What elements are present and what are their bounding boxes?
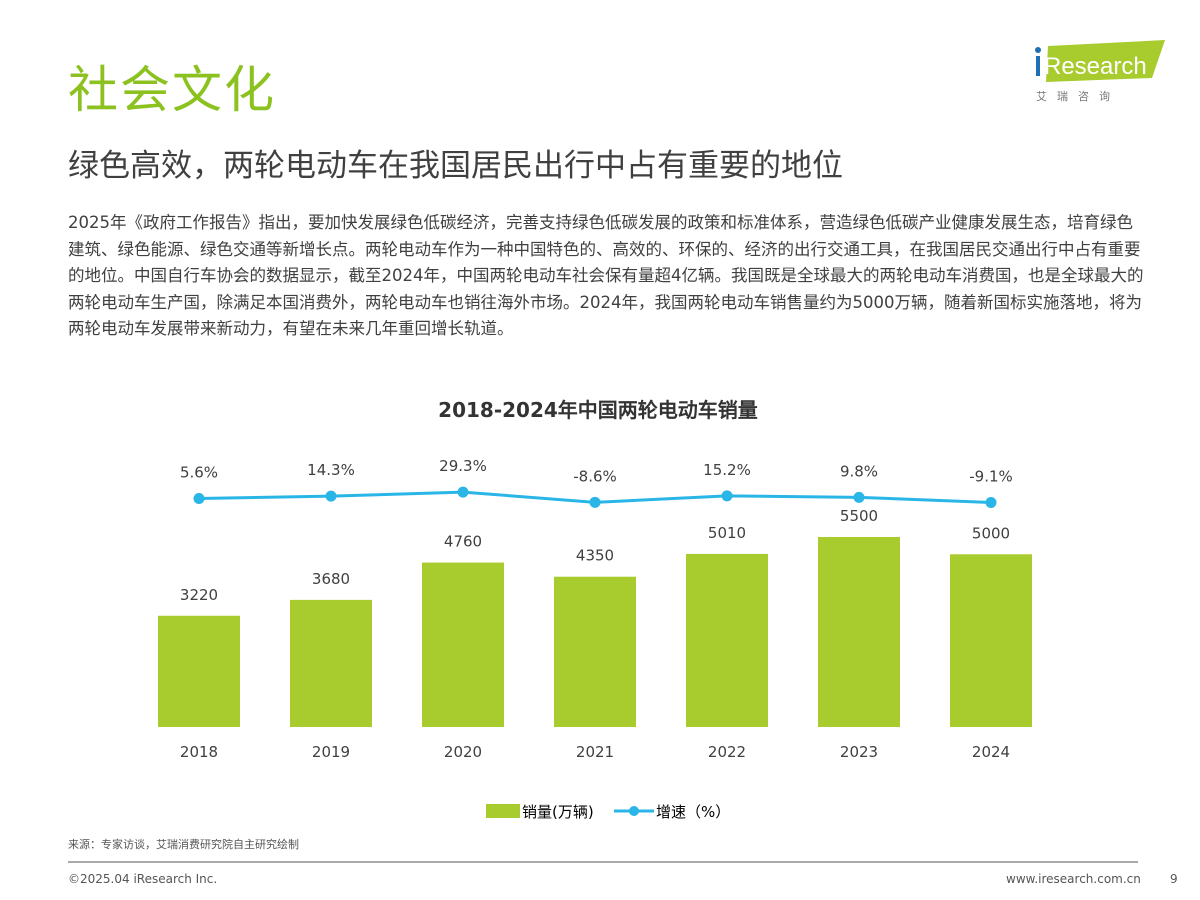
bar-label-2023: 5500 <box>840 507 878 525</box>
bar-2020 <box>422 562 504 727</box>
bar-label-2019: 3680 <box>312 570 350 588</box>
growth-point-2019 <box>325 490 337 502</box>
bar-2021 <box>554 576 636 727</box>
legend-line-marker <box>629 806 639 816</box>
bar-2022 <box>686 553 768 727</box>
growth-label-2024: -9.1% <box>969 467 1013 485</box>
x-tick-2019: 2019 <box>312 743 350 761</box>
bar-2023 <box>818 537 900 727</box>
growth-label-2021: -8.6% <box>573 467 617 485</box>
legend-bar-swatch <box>486 804 520 818</box>
growth-point-2021 <box>589 496 601 508</box>
growth-label-2020: 29.3% <box>439 457 487 475</box>
x-tick-2024: 2024 <box>972 743 1010 761</box>
bar-label-2018: 3220 <box>180 586 218 604</box>
growth-label-2022: 15.2% <box>703 461 751 479</box>
page-number: 9 <box>1170 872 1178 886</box>
iresearch-logo: Research 艾瑞咨询 <box>1035 40 1165 103</box>
body-text: 2025年《政府工作报告》指出，要加快发展绿色低碳经济，完善支持绿色低碳发展的政… <box>68 213 1144 338</box>
legend-line-label: 增速（%） <box>656 803 730 821</box>
legend-bar-label: 销量(万辆) <box>522 803 594 821</box>
bar-2024 <box>950 554 1032 727</box>
x-tick-2023: 2023 <box>840 743 878 761</box>
footer-divider <box>68 861 1138 863</box>
copyright: ©2025.04 iResearch Inc. <box>68 872 218 886</box>
legend: 销量(万辆) 增速（%） <box>486 803 730 821</box>
growth-point-2018 <box>193 492 205 504</box>
svg-text:艾瑞咨询: 艾瑞咨询 <box>1036 89 1120 103</box>
bar-2018 <box>158 615 240 727</box>
growth-point-2023 <box>853 491 865 503</box>
growth-label-2019: 14.3% <box>307 461 355 479</box>
growth-label-2023: 9.8% <box>840 462 878 480</box>
x-tick-2020: 2020 <box>444 743 482 761</box>
source-note: 来源：专家访谈，艾瑞消费研究院自主研究绘制 <box>68 838 299 851</box>
bar-label-2024: 5000 <box>972 524 1010 542</box>
section-title: 社会文化 <box>68 61 276 119</box>
x-tick-2022: 2022 <box>708 743 746 761</box>
x-tick-2021: 2021 <box>576 743 614 761</box>
growth-point-2022 <box>721 490 733 502</box>
chart-title: 2018-2024年中国两轮电动车销量 <box>438 398 758 422</box>
bar-label-2022: 5010 <box>708 524 746 542</box>
x-tick-2018: 2018 <box>180 743 218 761</box>
growth-point-2020 <box>457 486 469 498</box>
svg-text:Research: Research <box>1044 53 1147 80</box>
bar-label-2021: 4350 <box>576 547 614 565</box>
bar-label-2020: 4760 <box>444 533 482 551</box>
website-link[interactable]: www.iresearch.com.cn <box>1006 872 1141 886</box>
bar-2019 <box>290 599 372 727</box>
growth-point-2024 <box>985 496 997 508</box>
headline: 绿色高效，两轮电动车在我国居民出行中占有重要的地位 <box>68 148 843 184</box>
growth-label-2018: 5.6% <box>180 463 218 481</box>
